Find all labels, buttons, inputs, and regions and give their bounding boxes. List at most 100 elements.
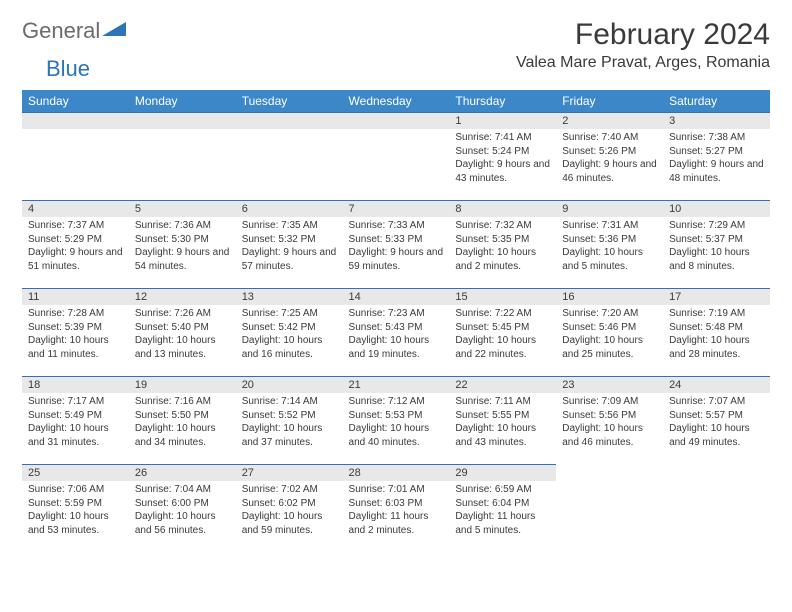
weekday-header: Monday [129,90,236,112]
day-details: Sunrise: 7:22 AMSunset: 5:45 PMDaylight:… [449,305,556,365]
sunset-text: Sunset: 5:48 PM [669,321,764,335]
logo-text-blue: Blue [46,56,90,81]
daylight-text: Daylight: 11 hours and 5 minutes. [455,510,550,537]
day-number: 26 [129,464,236,481]
daylight-text: Daylight: 10 hours and 25 minutes. [562,334,657,361]
daylight-text: Daylight: 10 hours and 34 minutes. [135,422,230,449]
logo-triangle-icon [102,20,126,43]
day-details: Sunrise: 7:12 AMSunset: 5:53 PMDaylight:… [343,393,450,453]
logo-text-gray: General [22,18,100,44]
sunrise-text: Sunrise: 7:28 AM [28,307,123,321]
day-number: 19 [129,376,236,393]
day-number: 6 [236,200,343,217]
day-details: Sunrise: 7:11 AMSunset: 5:55 PMDaylight:… [449,393,556,453]
calendar-table: SundayMondayTuesdayWednesdayThursdayFrid… [22,90,770,552]
calendar-day-cell: 25Sunrise: 7:06 AMSunset: 5:59 PMDayligh… [22,464,129,552]
day-number: 10 [663,200,770,217]
day-number: 11 [22,288,129,305]
day-number: 1 [449,112,556,129]
day-number: 15 [449,288,556,305]
sunset-text: Sunset: 5:42 PM [242,321,337,335]
daylight-text: Daylight: 10 hours and 43 minutes. [455,422,550,449]
daylight-text: Daylight: 9 hours and 59 minutes. [349,246,444,273]
calendar-day-cell: 24Sunrise: 7:07 AMSunset: 5:57 PMDayligh… [663,376,770,464]
calendar-day-cell: 1Sunrise: 7:41 AMSunset: 5:24 PMDaylight… [449,112,556,200]
daylight-text: Daylight: 9 hours and 51 minutes. [28,246,123,273]
day-details: Sunrise: 7:02 AMSunset: 6:02 PMDaylight:… [236,481,343,541]
sunrise-text: Sunrise: 7:04 AM [135,483,230,497]
sunset-text: Sunset: 5:57 PM [669,409,764,423]
calendar-day-cell: 22Sunrise: 7:11 AMSunset: 5:55 PMDayligh… [449,376,556,464]
sunrise-text: Sunrise: 7:35 AM [242,219,337,233]
day-number: 24 [663,376,770,393]
sunrise-text: Sunrise: 7:09 AM [562,395,657,409]
sunrise-text: Sunrise: 7:38 AM [669,131,764,145]
calendar-week-row: 11Sunrise: 7:28 AMSunset: 5:39 PMDayligh… [22,288,770,376]
day-number: 17 [663,288,770,305]
day-number: 13 [236,288,343,305]
daylight-text: Daylight: 10 hours and 53 minutes. [28,510,123,537]
sunset-text: Sunset: 5:26 PM [562,145,657,159]
calendar-day-cell: 18Sunrise: 7:17 AMSunset: 5:49 PMDayligh… [22,376,129,464]
logo: General [22,18,128,44]
day-details: Sunrise: 7:04 AMSunset: 6:00 PMDaylight:… [129,481,236,541]
day-number: 3 [663,112,770,129]
calendar-day-cell: 23Sunrise: 7:09 AMSunset: 5:56 PMDayligh… [556,376,663,464]
sunrise-text: Sunrise: 7:41 AM [455,131,550,145]
day-number: 14 [343,288,450,305]
sunset-text: Sunset: 6:00 PM [135,497,230,511]
calendar-day-cell [663,464,770,552]
sunset-text: Sunset: 5:40 PM [135,321,230,335]
day-details: Sunrise: 7:41 AMSunset: 5:24 PMDaylight:… [449,129,556,189]
calendar-week-row: 1Sunrise: 7:41 AMSunset: 5:24 PMDaylight… [22,112,770,200]
calendar-day-cell [22,112,129,200]
day-number: 21 [343,376,450,393]
calendar-day-cell: 26Sunrise: 7:04 AMSunset: 6:00 PMDayligh… [129,464,236,552]
calendar-day-cell: 6Sunrise: 7:35 AMSunset: 5:32 PMDaylight… [236,200,343,288]
calendar-day-cell: 9Sunrise: 7:31 AMSunset: 5:36 PMDaylight… [556,200,663,288]
calendar-day-cell: 4Sunrise: 7:37 AMSunset: 5:29 PMDaylight… [22,200,129,288]
day-number: 27 [236,464,343,481]
sunrise-text: Sunrise: 7:07 AM [669,395,764,409]
calendar-day-cell: 14Sunrise: 7:23 AMSunset: 5:43 PMDayligh… [343,288,450,376]
daylight-text: Daylight: 10 hours and 49 minutes. [669,422,764,449]
sunrise-text: Sunrise: 7:01 AM [349,483,444,497]
calendar-week-row: 18Sunrise: 7:17 AMSunset: 5:49 PMDayligh… [22,376,770,464]
day-details: Sunrise: 7:23 AMSunset: 5:43 PMDaylight:… [343,305,450,365]
daylight-text: Daylight: 10 hours and 13 minutes. [135,334,230,361]
day-details: Sunrise: 7:38 AMSunset: 5:27 PMDaylight:… [663,129,770,189]
daylight-text: Daylight: 10 hours and 37 minutes. [242,422,337,449]
sunset-text: Sunset: 5:30 PM [135,233,230,247]
day-number: 12 [129,288,236,305]
day-number: 5 [129,200,236,217]
calendar-day-cell: 17Sunrise: 7:19 AMSunset: 5:48 PMDayligh… [663,288,770,376]
sunset-text: Sunset: 5:45 PM [455,321,550,335]
day-details: Sunrise: 7:14 AMSunset: 5:52 PMDaylight:… [236,393,343,453]
day-number: 18 [22,376,129,393]
sunset-text: Sunset: 5:52 PM [242,409,337,423]
calendar-day-cell: 8Sunrise: 7:32 AMSunset: 5:35 PMDaylight… [449,200,556,288]
calendar-day-cell: 27Sunrise: 7:02 AMSunset: 6:02 PMDayligh… [236,464,343,552]
calendar-day-cell: 19Sunrise: 7:16 AMSunset: 5:50 PMDayligh… [129,376,236,464]
daylight-text: Daylight: 11 hours and 2 minutes. [349,510,444,537]
sunset-text: Sunset: 5:53 PM [349,409,444,423]
daylight-text: Daylight: 10 hours and 8 minutes. [669,246,764,273]
sunset-text: Sunset: 5:55 PM [455,409,550,423]
daylight-text: Daylight: 10 hours and 2 minutes. [455,246,550,273]
sunset-text: Sunset: 5:27 PM [669,145,764,159]
day-number: 20 [236,376,343,393]
day-number: 2 [556,112,663,129]
day-number: 22 [449,376,556,393]
weekday-header: Tuesday [236,90,343,112]
day-details: Sunrise: 7:07 AMSunset: 5:57 PMDaylight:… [663,393,770,453]
day-number: 16 [556,288,663,305]
daylight-text: Daylight: 10 hours and 11 minutes. [28,334,123,361]
calendar-week-row: 25Sunrise: 7:06 AMSunset: 5:59 PMDayligh… [22,464,770,552]
day-details: Sunrise: 7:28 AMSunset: 5:39 PMDaylight:… [22,305,129,365]
day-details: Sunrise: 7:09 AMSunset: 5:56 PMDaylight:… [556,393,663,453]
daylight-text: Daylight: 9 hours and 46 minutes. [562,158,657,185]
calendar-day-cell: 7Sunrise: 7:33 AMSunset: 5:33 PMDaylight… [343,200,450,288]
calendar-day-cell [129,112,236,200]
sunrise-text: Sunrise: 7:29 AM [669,219,764,233]
empty-day-header [343,112,450,129]
